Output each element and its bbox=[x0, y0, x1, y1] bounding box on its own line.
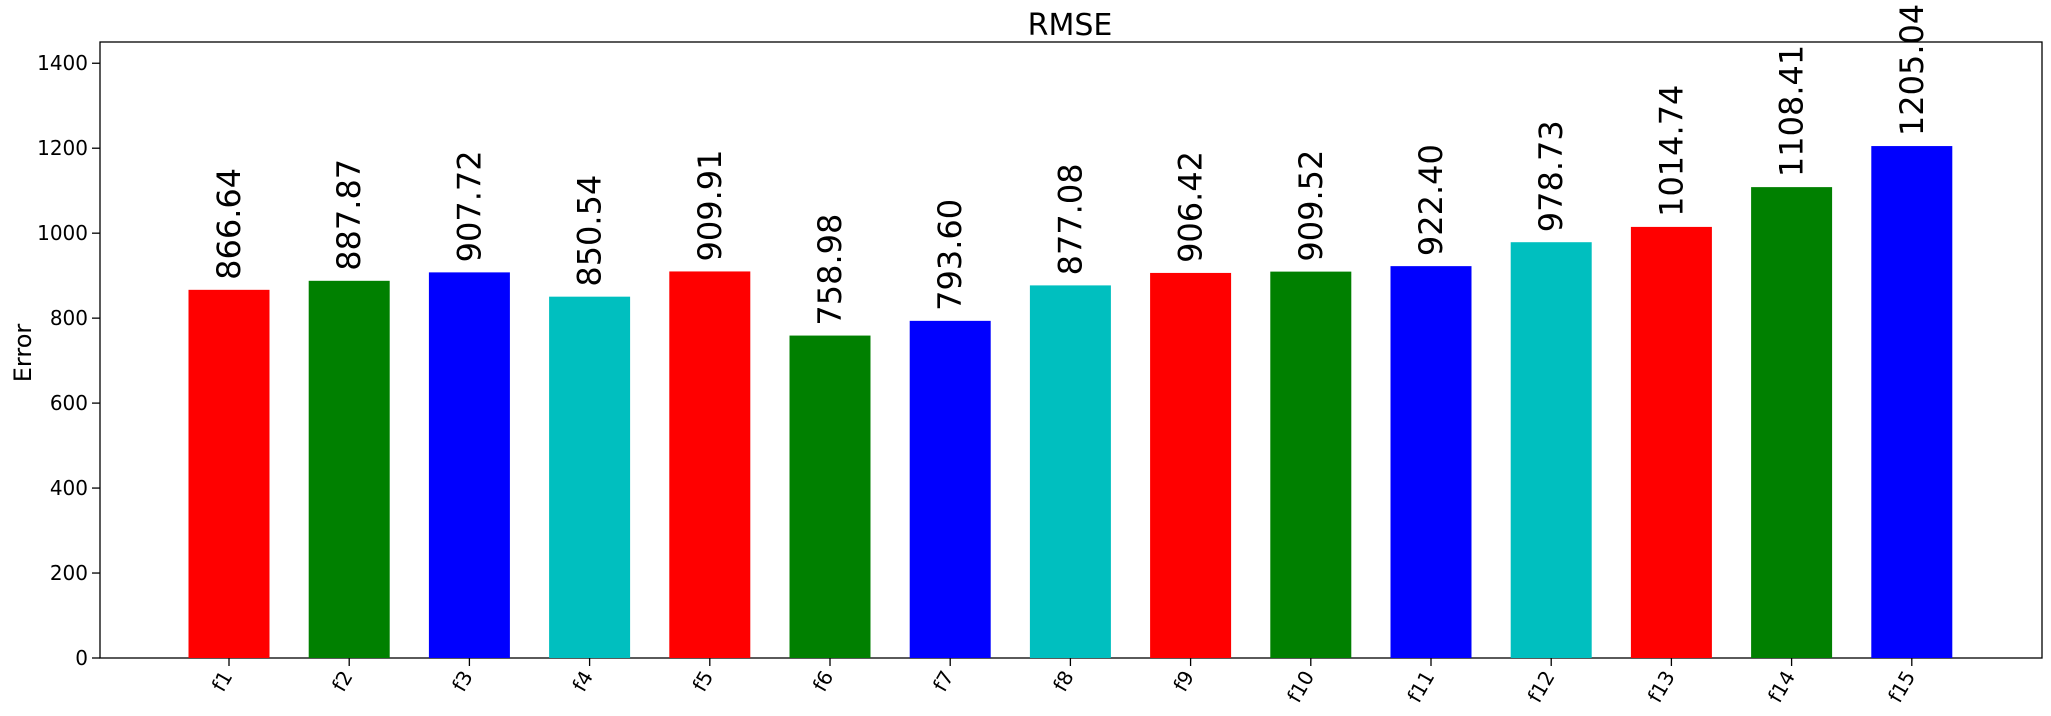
y-tick-label: 0 bbox=[75, 646, 88, 670]
data-label: 1014.74 bbox=[1652, 85, 1690, 217]
bar-f5 bbox=[669, 271, 751, 658]
x-tick-label: f2 bbox=[327, 667, 358, 696]
bar-f14 bbox=[1751, 187, 1833, 658]
bar-f6 bbox=[789, 335, 871, 658]
x-tick-label: f15 bbox=[1883, 667, 1920, 707]
data-label: 866.64 bbox=[210, 168, 248, 280]
bars-layer bbox=[188, 146, 1953, 658]
y-tick-label: 1400 bbox=[37, 51, 88, 75]
y-tick-label: 1000 bbox=[37, 221, 88, 245]
data-label: 877.08 bbox=[1051, 163, 1089, 275]
data-label: 978.73 bbox=[1532, 120, 1570, 232]
bar-f7 bbox=[909, 320, 991, 658]
x-axis-ticks: f1 f2 f3 f4 f5 f6 f7 f8 f9 f10 f11 f12 f13 f14 f15 bbox=[207, 658, 1920, 707]
data-label: 758.98 bbox=[811, 214, 849, 326]
data-label: 793.60 bbox=[931, 199, 969, 311]
x-tick-label: f12 bbox=[1522, 667, 1559, 707]
x-tick-label: f8 bbox=[1048, 667, 1079, 696]
x-tick-label: f4 bbox=[567, 667, 598, 696]
data-label: 887.87 bbox=[330, 159, 368, 271]
y-tick-label: 400 bbox=[50, 476, 88, 500]
data-label: 850.54 bbox=[571, 175, 609, 287]
bar-f8 bbox=[1029, 285, 1111, 658]
x-tick-label: f1 bbox=[207, 667, 238, 696]
y-tick-label: 1200 bbox=[37, 136, 88, 160]
data-label: 907.72 bbox=[450, 150, 488, 262]
bar-f3 bbox=[428, 272, 510, 658]
x-tick-label: f13 bbox=[1643, 667, 1680, 707]
y-axis-label: Error bbox=[9, 324, 37, 383]
y-tick-label: 200 bbox=[50, 561, 88, 585]
data-label: 909.52 bbox=[1292, 150, 1330, 262]
bar-f9 bbox=[1150, 272, 1232, 658]
bar-f10 bbox=[1270, 271, 1352, 658]
x-tick-label: f5 bbox=[687, 667, 718, 696]
x-tick-label: f7 bbox=[928, 667, 959, 696]
y-tick-label: 600 bbox=[50, 391, 88, 415]
bar-f11 bbox=[1390, 266, 1472, 658]
x-tick-label: f3 bbox=[447, 667, 478, 696]
data-label: 906.42 bbox=[1172, 151, 1210, 263]
y-axis-ticks: 0 200 400 600 800 1000 1200 1400 bbox=[37, 51, 100, 670]
x-tick-label: f14 bbox=[1763, 667, 1800, 707]
x-tick-label: f6 bbox=[808, 667, 839, 696]
x-tick-label: f11 bbox=[1402, 667, 1439, 707]
data-label: 922.40 bbox=[1412, 144, 1450, 256]
bar-f2 bbox=[308, 280, 390, 658]
bar-f1 bbox=[188, 289, 270, 658]
data-label: 909.91 bbox=[691, 149, 729, 261]
x-tick-label: f10 bbox=[1282, 667, 1319, 707]
x-tick-label: f9 bbox=[1168, 667, 1199, 696]
bar-f13 bbox=[1630, 226, 1712, 658]
bar-f15 bbox=[1871, 146, 1953, 658]
data-label: 1108.41 bbox=[1773, 45, 1811, 177]
data-labels: 866.64 887.87 907.72 850.54 909.91 758.98 793.… bbox=[210, 4, 1931, 326]
chart-title: RMSE bbox=[1028, 8, 1113, 43]
bar-f12 bbox=[1510, 242, 1592, 658]
y-tick-label: 800 bbox=[50, 306, 88, 330]
data-label: 1205.04 bbox=[1893, 4, 1931, 136]
bar-f4 bbox=[549, 296, 631, 658]
